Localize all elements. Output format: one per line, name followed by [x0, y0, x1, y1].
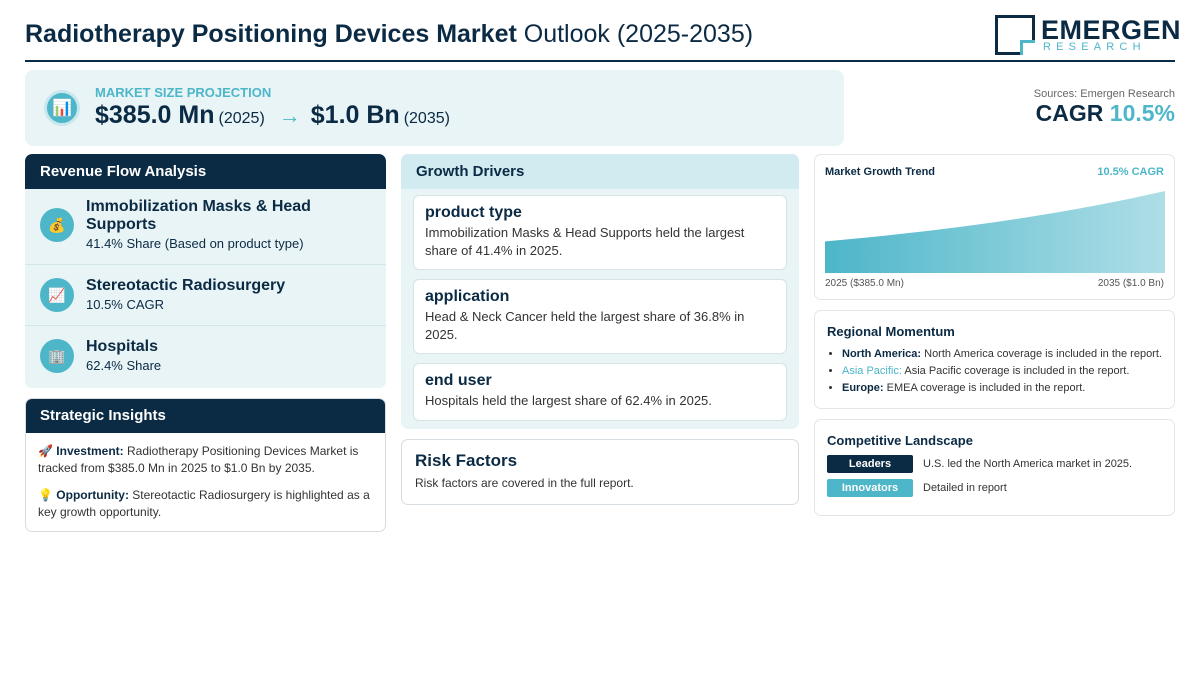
regional-momentum-panel: Regional Momentum North America: North A… — [814, 310, 1175, 409]
cagr-summary: CAGR 10.5% — [1036, 100, 1175, 127]
driver-card-desc: Immobilization Masks & Head Supports hel… — [425, 225, 745, 258]
end-value: $1.0 Bn — [310, 101, 400, 129]
trend-start-label: 2025 ($385.0 Mn) — [825, 278, 904, 289]
trend-cagr: 10.5% CAGR — [1097, 166, 1164, 178]
lightbulb-icon: 💡 — [38, 488, 53, 502]
logo-mark-icon — [995, 15, 1035, 55]
driver-card-title: product type — [425, 204, 522, 221]
strategic-insights-panel: Strategic Insights 🚀 Investment: Radioth… — [25, 398, 386, 532]
revenue-item-title: Hospitals — [86, 338, 159, 355]
driver-card-desc: Hospitals held the largest share of 62.4… — [425, 393, 712, 408]
region-item: Asia Pacific: Asia Pacific coverage is i… — [842, 365, 1162, 378]
driver-card: end user Hospitals held the largest shar… — [413, 363, 787, 421]
end-year: (2035) — [403, 110, 450, 127]
risk-factors-desc: Risk factors are covered in the full rep… — [415, 476, 634, 490]
innovators-badge: Innovators — [827, 479, 913, 497]
market-size-projection: 📊 MARKET SIZE PROJECTION $385.0 Mn (2025)… — [25, 70, 844, 146]
logo-name: EMERGEN — [1041, 15, 1182, 45]
risk-factors-panel: Risk Factors Risk factors are covered in… — [401, 439, 799, 505]
revenue-item-sub: 62.4% Share — [86, 358, 162, 373]
projection-label: MARKET SIZE PROJECTION — [95, 85, 272, 100]
sources-text: Sources: Emergen Research — [1033, 88, 1175, 100]
trend-end-label: 2035 ($1.0 Bn) — [1097, 278, 1164, 289]
cagr-value: 10.5% — [1109, 100, 1175, 126]
driver-card-title: end user — [425, 372, 492, 389]
page-title: Radiotherapy Positioning Devices Market … — [25, 20, 754, 48]
leaders-badge: Leaders — [827, 455, 913, 473]
revenue-item: 💰 Immobilization Masks & Head Supports 4… — [25, 189, 386, 265]
regional-momentum-title: Regional Momentum — [827, 324, 955, 339]
growth-area — [825, 191, 1165, 273]
region-list: North America: North America coverage is… — [842, 348, 1162, 399]
revenue-item: 📈 Stereotactic Radiosurgery 10.5% CAGR — [25, 265, 386, 326]
rocket-icon: 🚀 — [38, 444, 53, 458]
growth-area-chart — [825, 191, 1165, 273]
start-value: $385.0 Mn — [95, 101, 215, 129]
driver-card-title: application — [425, 288, 510, 305]
risk-factors-title: Risk Factors — [415, 451, 518, 470]
innovators-desc: Detailed in report — [923, 482, 1007, 494]
logo-subtitle: RESEARCH — [1043, 41, 1146, 53]
building-icon: 🏢 — [40, 339, 74, 373]
opportunity-insight: 💡 Opportunity: Stereotactic Radiosurgery… — [38, 488, 370, 519]
trend-title: Market Growth Trend — [825, 166, 936, 178]
start-year: (2025) — [218, 110, 265, 127]
leaders-desc: U.S. led the North America market in 202… — [923, 458, 1133, 470]
revenue-item-title: Stereotactic Radiosurgery — [86, 277, 286, 294]
projection-values: $385.0 Mn (2025) → $1.0 Bn (2035) — [95, 101, 450, 130]
driver-card-desc: Head & Neck Cancer held the largest shar… — [425, 309, 745, 342]
revenue-flow-title: Revenue Flow Analysis — [25, 154, 386, 189]
revenue-flow-panel: Revenue Flow Analysis 💰 Immobilization M… — [25, 154, 386, 388]
emergen-logo[interactable]: EMERGEN RESEARCH — [995, 14, 1181, 56]
region-item: North America: North America coverage is… — [842, 348, 1162, 361]
revenue-item: 🏢 Hospitals 62.4% Share — [25, 326, 386, 386]
market-growth-trend-panel: Market Growth Trend 10.5% CAGR 2025 ($38… — [814, 154, 1175, 300]
cagr-label: CAGR — [1035, 100, 1104, 126]
driver-card: application Head & Neck Cancer held the … — [413, 279, 787, 354]
money-bag-icon: 💰 — [40, 208, 74, 242]
region-item: Europe: EMEA coverage is included in the… — [842, 382, 1162, 395]
investment-insight: 🚀 Investment: Radiotherapy Positioning D… — [38, 444, 359, 475]
revenue-item-sub: 41.4% Share (Based on product type) — [86, 236, 304, 251]
arrow-right-icon: → — [278, 103, 301, 128]
driver-card: product type Immobilization Masks & Head… — [413, 195, 787, 270]
revenue-item-sub: 10.5% CAGR — [86, 297, 165, 312]
competitive-landscape-panel: Competitive Landscape Leaders U.S. led t… — [814, 419, 1175, 516]
revenue-item-title: Immobilization Masks & Head Supports — [86, 198, 311, 233]
chart-icon: 📊 — [44, 90, 80, 126]
strategic-insights-title: Strategic Insights — [26, 399, 385, 433]
trend-chart-icon: 📈 — [40, 278, 74, 312]
competitive-landscape-title: Competitive Landscape — [827, 433, 973, 448]
growth-drivers-title: Growth Drivers — [401, 154, 799, 189]
page-header: Radiotherapy Positioning Devices Market … — [25, 12, 1181, 62]
growth-drivers-panel: Growth Drivers product type Immobilizati… — [401, 154, 799, 429]
